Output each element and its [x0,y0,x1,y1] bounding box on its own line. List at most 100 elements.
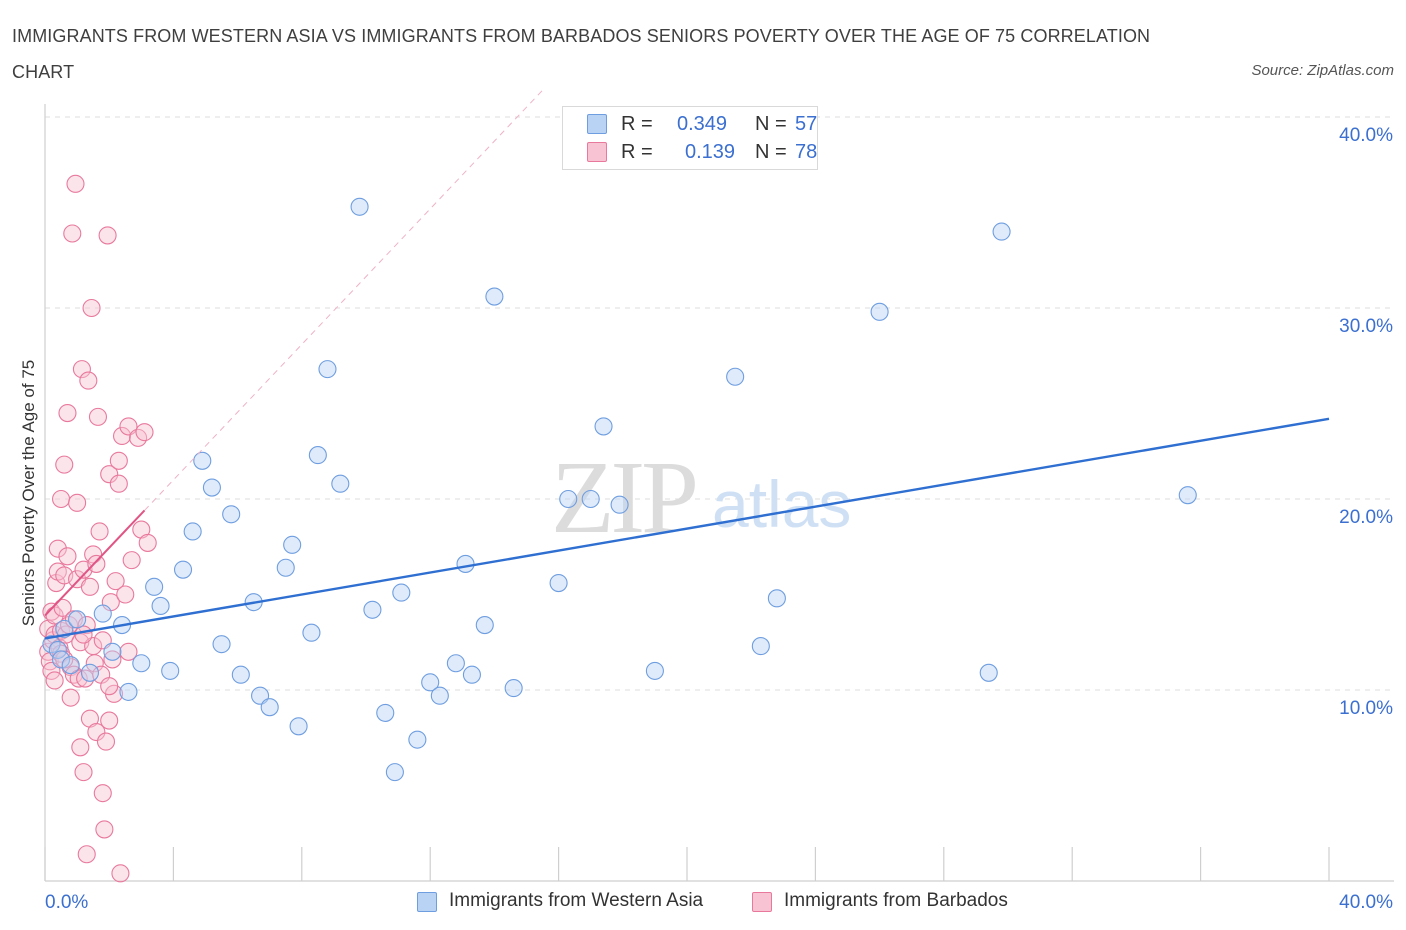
barbados-point [96,732,116,751]
axes [44,104,1394,882]
western-asia-point [726,367,745,386]
y-tick-label: 10.0% [1339,698,1393,719]
western-asia-point [392,583,411,602]
barbados-point [109,474,128,493]
western-asia-point [870,302,889,321]
correlation-legend: R = 0.349 N = 57 R = 0.139 N = 78 [562,106,818,170]
western-asia-point [55,619,74,638]
barbados-point [135,423,154,442]
barbados-point [109,451,128,470]
barbados-point [69,669,88,688]
western-asia-point [222,505,241,524]
watermark-zip: ZIP [551,440,695,555]
y-tick-label: 40.0% [1339,125,1393,146]
western-asia-point [979,663,998,682]
western-asia-point [1178,486,1197,505]
barbados-point [48,539,67,558]
barbados-point [72,360,91,379]
bottom-legend-label: Immigrants from Barbados [784,890,1008,911]
western-asia-point [462,665,481,684]
western-asia-point [456,554,475,573]
western-asia-point [363,600,382,619]
legend-r-label: R = [621,141,653,163]
barbados-point [111,864,130,883]
western-asia-point [103,642,122,661]
western-asia-point [446,654,465,673]
barbados-point [71,738,90,757]
barbados-point [85,654,104,673]
barbados-point [55,455,74,474]
western-asia-point [151,596,170,616]
western-asia-point [302,623,321,642]
barbados-point [51,489,71,509]
barbados-point [98,226,117,245]
western-asia-point [475,616,494,635]
western-asia-point [61,656,80,675]
barbados-point [100,711,119,730]
western-asia-point [212,635,231,654]
barbados-point [116,585,135,604]
bottom-legend-label: Immigrants from Western Asia [449,890,704,911]
barbados-trend-line [44,509,146,617]
legend-n-label: N = [755,113,787,135]
barbados-point [100,465,119,484]
western-asia-point [51,650,71,669]
western-asia-point [145,577,164,596]
barbados-point [74,763,93,782]
barbados-point [77,845,96,864]
barbados-point [87,722,106,742]
y-tick-label: 20.0% [1339,507,1393,528]
western-asia-trend-line [44,417,1330,640]
y-axis-label: Seniors Poverty Over the Age of 75 [19,360,38,626]
tick-labels: 10.0% 20.0% 30.0% 40.0% 0.0% 40.0% [45,125,1393,913]
western-asia-point [485,287,504,306]
barbados-point [93,784,112,803]
western-asia-point [93,604,112,623]
trend-lines [44,89,1330,640]
legend-r-label: R = [621,113,653,135]
western-asia-point [283,535,302,554]
barbados-point [58,403,77,423]
western-asia-point [751,637,770,656]
barbados-point [74,625,93,644]
barbados-point [95,820,114,839]
barbados-point [103,650,122,669]
western-asia-point [421,673,440,692]
barbados-trend-extension [144,89,543,511]
western-asia-point [350,197,369,216]
western-asia-point [430,686,449,705]
barbados-point [138,533,157,552]
western-asia-point [260,698,279,717]
legend-swatch-blue [587,114,607,134]
barbados-point [61,688,80,707]
western-asia-point [559,489,578,509]
western-asia-point [161,661,180,680]
western-asia-point [331,474,350,493]
western-asia-point [276,558,295,577]
western-asia-point [581,489,600,509]
bottom-legend-swatch-pink [752,892,772,912]
barbados-point [122,551,141,570]
western-asia-point [68,610,87,629]
source-label: Source: ZipAtlas.com [1251,62,1394,79]
western-asia-point [231,665,250,684]
barbados-point [63,224,82,243]
barbados-point [45,671,64,690]
barbados-point [119,642,138,661]
western-asia-point [173,560,193,579]
western-asia-point [645,661,664,680]
western-asia-point [408,730,427,749]
legend-r-value: 0.349 [677,113,728,135]
western-asia-point [767,589,786,608]
barbados-point [106,572,125,591]
barbados-point [79,371,98,390]
barbados-point [58,547,77,566]
legend-n-value: 57 [795,113,818,135]
western-asia-point [132,654,151,673]
western-asia-point [992,222,1011,241]
western-asia-point [504,679,523,698]
western-asia-point [80,663,99,682]
barbados-point [80,577,99,596]
barbados-point [53,598,72,617]
legend-swatch-pink [587,142,607,162]
